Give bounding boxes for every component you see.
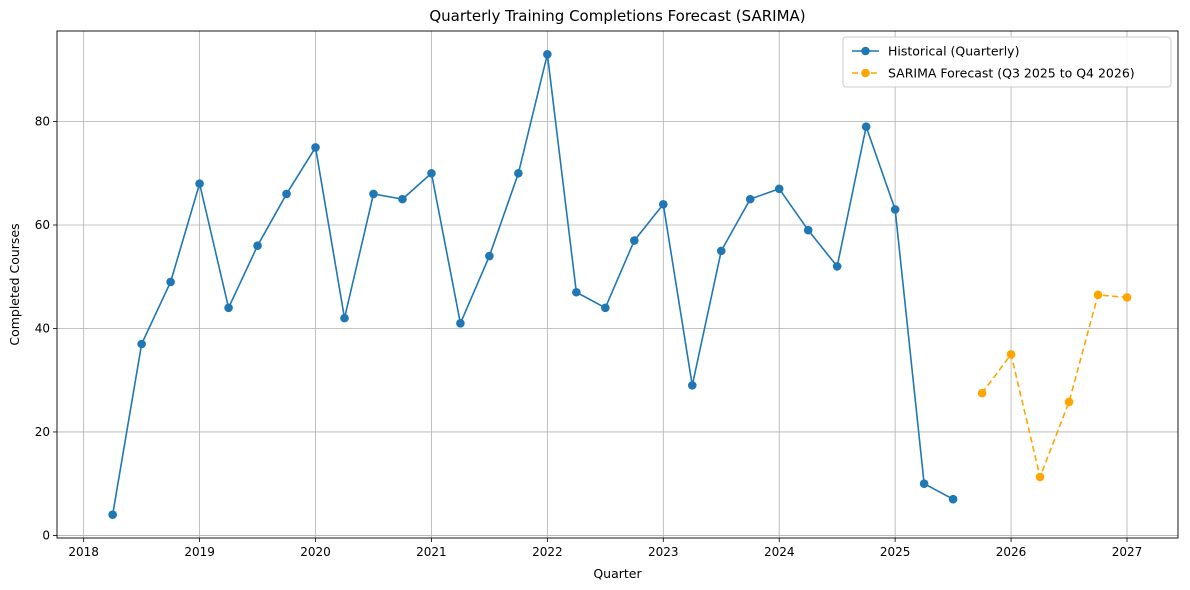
series-1-point bbox=[861, 122, 871, 132]
series-1-point bbox=[224, 303, 233, 313]
x-tick-label: 2027 bbox=[1112, 545, 1143, 559]
series-1-point bbox=[398, 194, 407, 204]
series-1-point bbox=[340, 313, 349, 323]
series-2-point bbox=[1093, 290, 1103, 300]
series-1-point bbox=[658, 200, 668, 209]
series-1-point bbox=[514, 168, 523, 178]
x-tick-label: 2019 bbox=[184, 545, 215, 559]
plot-frame bbox=[56, 30, 1179, 539]
x-tick-label: 2026 bbox=[996, 545, 1027, 559]
x-tick-label: 2021 bbox=[416, 545, 447, 559]
series-2-point bbox=[1035, 472, 1045, 482]
series-1-point bbox=[137, 339, 146, 349]
series-1-point bbox=[601, 303, 610, 313]
x-tick-label: 2023 bbox=[648, 545, 679, 559]
ticks: 2018 2019 2020 2021 2022 2023 2024 2025 2026 2027… bbox=[35, 115, 1143, 559]
series-1-point bbox=[369, 189, 378, 199]
series-1-point bbox=[803, 225, 813, 235]
series-1-point bbox=[716, 246, 726, 256]
y-tick-label: 0 bbox=[42, 528, 50, 542]
legend: Historical (Quarterly) SARIMA Forecast (Q… bbox=[842, 36, 1172, 88]
x-tick-label: 2020 bbox=[300, 545, 331, 559]
series-line-1 bbox=[111, 53, 954, 515]
x-axis-label: Quarter bbox=[593, 566, 642, 581]
y-tick-label: 20 bbox=[35, 425, 50, 439]
series-1-point bbox=[630, 236, 639, 245]
series-line-2 bbox=[981, 294, 1128, 478]
series-2-point bbox=[1006, 350, 1016, 359]
y-tick-label: 60 bbox=[35, 218, 50, 232]
legend-label-2: SARIMA Forecast (Q3 2025 to Q4 2026) bbox=[888, 66, 1135, 81]
series-2-point bbox=[1122, 293, 1132, 302]
series-1-point bbox=[774, 184, 784, 194]
x-tick-label: 2024 bbox=[764, 545, 795, 559]
series-1-point bbox=[108, 510, 117, 520]
chart-title: Quarterly Training Completions Forecast … bbox=[429, 7, 805, 25]
x-tick-label: 2022 bbox=[532, 545, 563, 559]
series-1-point bbox=[311, 143, 320, 152]
legend-marker-1 bbox=[861, 46, 870, 56]
series-2-point bbox=[977, 388, 987, 398]
legend-label-1: Historical (Quarterly) bbox=[888, 44, 1019, 59]
y-axis-label: Completed Courses bbox=[7, 223, 22, 345]
legend-marker-2 bbox=[861, 68, 870, 78]
series-1-point bbox=[166, 277, 175, 287]
series-1-point bbox=[427, 168, 436, 178]
y-tick-label: 40 bbox=[35, 321, 50, 335]
legend-box bbox=[842, 36, 1172, 88]
grid bbox=[57, 31, 1178, 538]
series-1-point bbox=[282, 189, 291, 199]
x-tick-label: 2025 bbox=[880, 545, 911, 559]
series-2-point bbox=[1064, 397, 1074, 407]
series-1-point bbox=[456, 319, 465, 328]
series-1-point bbox=[948, 494, 958, 504]
series-1-point bbox=[485, 251, 494, 261]
series-1-point bbox=[890, 205, 900, 214]
y-tick-label: 80 bbox=[35, 115, 50, 129]
series-1-point bbox=[687, 381, 697, 390]
series-layer bbox=[108, 49, 1132, 520]
x-tick-label: 2018 bbox=[68, 545, 99, 559]
series-1-point bbox=[543, 49, 552, 59]
series-1-point bbox=[919, 479, 929, 488]
series-1-point bbox=[253, 241, 262, 250]
series-1-point bbox=[572, 287, 581, 297]
series-1-point bbox=[832, 262, 842, 271]
series-1-point bbox=[195, 179, 204, 188]
series-1-point bbox=[745, 194, 755, 204]
